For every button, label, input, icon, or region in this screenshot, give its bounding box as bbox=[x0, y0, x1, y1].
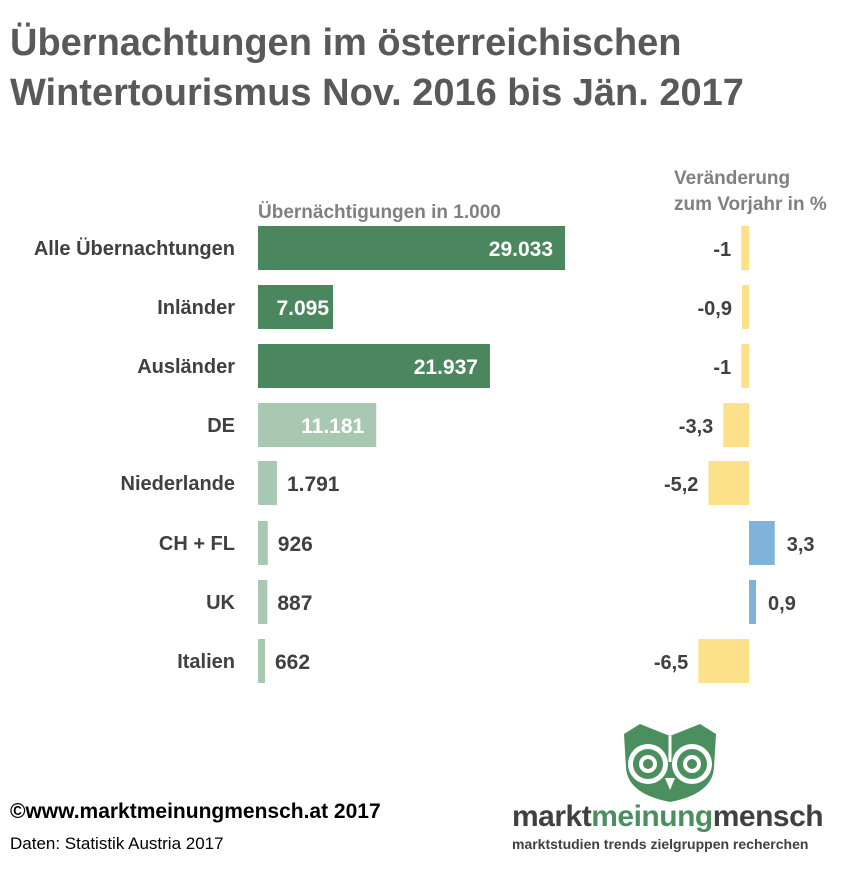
category-label: CH + FL bbox=[159, 533, 235, 555]
count-value-label: 1.791 bbox=[287, 473, 340, 496]
count-bar bbox=[258, 226, 565, 270]
count-bar bbox=[258, 461, 277, 505]
owl-icon bbox=[624, 724, 716, 802]
change-value-label: -3,3 bbox=[679, 416, 713, 438]
change-bar bbox=[708, 461, 749, 505]
brand-logo: marktmeinungmensch marktstudien trends z… bbox=[500, 722, 850, 862]
count-value-label: 926 bbox=[278, 533, 313, 556]
logo-word-mensch: mensch bbox=[712, 800, 824, 833]
count-bar bbox=[258, 285, 334, 329]
logo-word-meinung: meinung bbox=[591, 800, 713, 833]
count-value-label: 11.181 bbox=[301, 415, 364, 438]
copyright-text: ©www.marktmeinungmensch.at 2017 bbox=[10, 800, 381, 823]
count-bar bbox=[258, 344, 490, 388]
count-value-label: 21.937 bbox=[414, 356, 478, 379]
change-value-label: -1 bbox=[713, 357, 731, 379]
count-bar bbox=[258, 521, 268, 565]
change-value-label: 3,3 bbox=[787, 534, 815, 556]
count-bar bbox=[258, 639, 266, 683]
logo-tagline: marktstudien trends zielgruppen recherch… bbox=[512, 836, 809, 852]
category-label: DE bbox=[207, 415, 235, 437]
count-bar bbox=[258, 580, 268, 624]
count-value-label: 7.095 bbox=[276, 297, 329, 320]
change-bar bbox=[698, 639, 749, 683]
count-value-label: 662 bbox=[275, 651, 310, 674]
right-chart-header-line-2: zum Vorjahr in % bbox=[674, 194, 827, 215]
right-chart-header-line-1: Veränderung bbox=[674, 168, 790, 189]
change-value-label: -6,5 bbox=[654, 652, 688, 674]
chart-title: Übernachtungen im österreichischen Winte… bbox=[10, 22, 744, 114]
category-label: Inländer bbox=[157, 297, 235, 319]
change-bar bbox=[723, 403, 749, 447]
change-value-label: 0,9 bbox=[768, 593, 796, 615]
change-bar bbox=[741, 344, 749, 388]
category-label: Italien bbox=[177, 651, 235, 673]
change-bar bbox=[741, 226, 749, 270]
count-value-label: 29.033 bbox=[489, 238, 553, 261]
logo-wordmark: marktmeinungmensch bbox=[512, 800, 824, 834]
category-label: Niederlande bbox=[121, 473, 235, 495]
left-chart-header: Übernächtigungen in 1.000 bbox=[258, 202, 501, 223]
change-bar bbox=[741, 285, 749, 329]
count-bar bbox=[258, 403, 377, 447]
change-value-label: -1 bbox=[713, 239, 731, 261]
category-label: UK bbox=[206, 592, 235, 614]
chart-canvas: Übernächtigungen in 1.000 Veränderung zum … bbox=[34, 168, 827, 683]
category-label: Ausländer bbox=[137, 356, 235, 378]
count-value-label: 887 bbox=[277, 592, 312, 615]
change-bar bbox=[749, 580, 757, 624]
change-bar bbox=[749, 521, 775, 565]
change-value-label: -0,9 bbox=[698, 298, 732, 320]
change-value-label: -5,2 bbox=[664, 474, 698, 496]
logo-word-markt: markt bbox=[512, 800, 592, 833]
category-label: Alle Übernachtungen bbox=[34, 237, 235, 260]
source-text: Daten: Statistik Austria 2017 bbox=[10, 834, 224, 853]
